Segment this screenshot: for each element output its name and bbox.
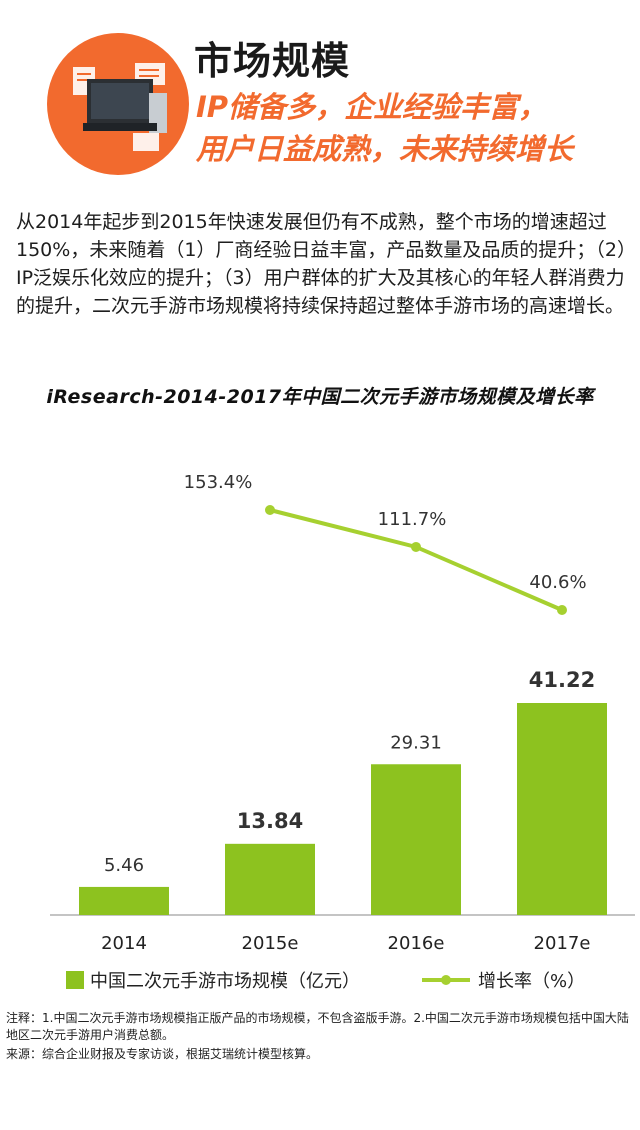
growth-point-2015e: [265, 505, 275, 515]
subtitle-line-1: IP储备多，企业经验丰富，: [196, 90, 548, 124]
source-note: 来源：综合企业财报及专家访谈，根据艾瑞统计模型核算。: [6, 1046, 634, 1063]
source-label: 来源：: [6, 1047, 43, 1061]
chart-title: iResearch-2014-2017年中国二次元手游市场规模及增长率: [46, 386, 594, 408]
x-tick-label-2015e: 2015e: [242, 933, 299, 954]
bar-2017e: [517, 703, 607, 915]
bar-value-label-2016e: 29.31: [390, 732, 442, 753]
legend-line-label: 增长率（%）: [478, 971, 585, 992]
legend-bar-label: 中国二次元手游市场规模（亿元）: [90, 971, 360, 992]
intro-paragraph: 从2014年起步到2015年快速发展但仍有不成熟，整个市场的增速超过150%，未…: [16, 211, 627, 317]
bar-2014: [79, 886, 169, 915]
x-tick-label-2017e: 2017e: [534, 933, 591, 954]
x-tick-label-2014: 2014: [101, 933, 147, 954]
bar-value-label-2017e: 41.22: [529, 668, 595, 692]
source-text: 综合企业财报及专家访谈，根据艾瑞统计模型核算。: [42, 1047, 319, 1061]
footnote-label: 注释：: [6, 1011, 43, 1025]
header: 市场规模 IP储备多，企业经验丰富， 用户日益成熟，未来持续增长: [0, 0, 640, 200]
x-tick-label-2016e: 2016e: [388, 933, 445, 954]
legend-line-marker: [441, 975, 451, 985]
market-size-badge-icon: [47, 33, 189, 175]
monitor-documents-icon: [73, 63, 167, 151]
footnote-text: 1.中国二次元手游市场规模指正版产品的市场规模，不包含盗版手游。2.中国二次元手…: [6, 1011, 629, 1042]
legend-bar-swatch: [66, 971, 84, 989]
bar-2016e: [371, 764, 461, 915]
growth-value-label-2016e: 111.7%: [378, 509, 447, 530]
bar-2015e: [225, 843, 315, 915]
subtitle-line-2: 用户日益成熟，未来持续增长: [196, 132, 574, 166]
growth-value-label-2015e: 153.4%: [184, 472, 253, 493]
page-title: 市场规模: [194, 39, 351, 83]
bar-value-label-2015e: 13.84: [237, 809, 303, 833]
footnote: 注释：1.中国二次元手游市场规模指正版产品的市场规模，不包含盗版手游。2.中国二…: [6, 1010, 634, 1044]
growth-value-label-2017e: 40.6%: [529, 572, 586, 593]
bar-value-label-2014: 5.46: [104, 855, 144, 876]
growth-point-2016e: [411, 541, 421, 552]
growth-point-2017e: [557, 605, 567, 615]
